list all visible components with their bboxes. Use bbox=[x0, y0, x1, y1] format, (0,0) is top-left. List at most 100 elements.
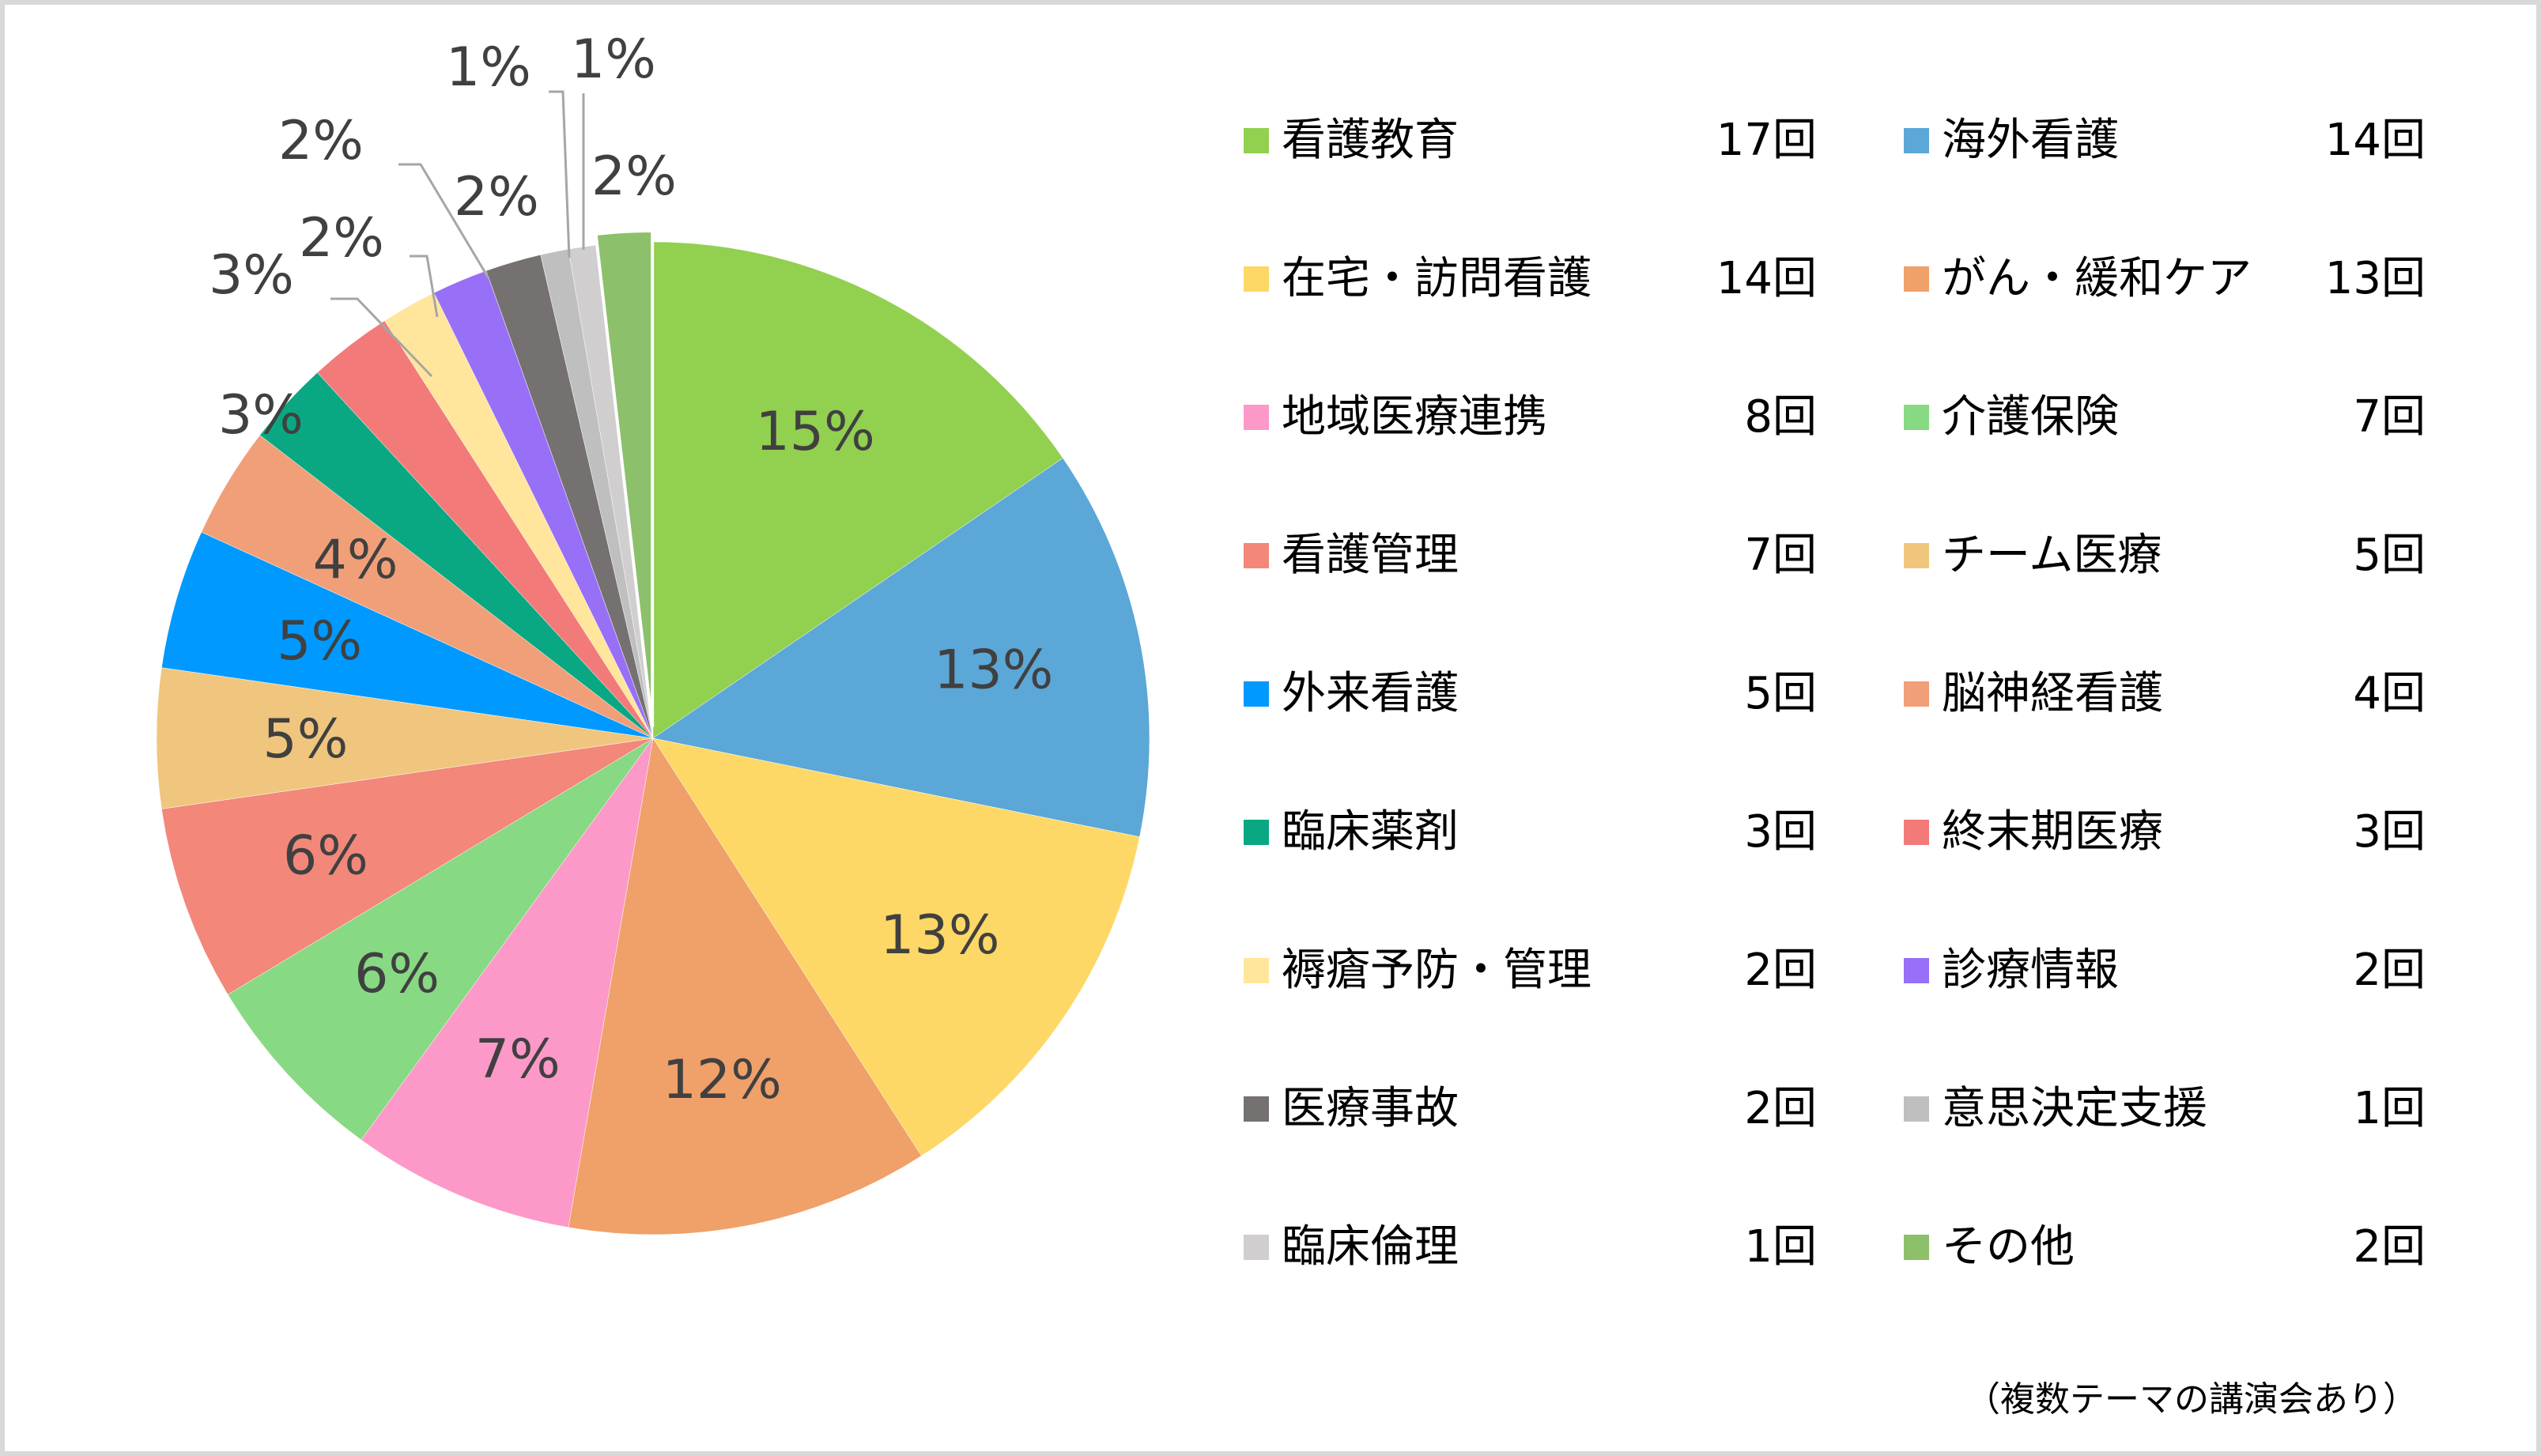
legend-count: 5回 bbox=[2353, 530, 2426, 581]
legend-label: 臨床薬剤 bbox=[1282, 806, 1459, 858]
legend-item: 在宅・訪問看護 14回 bbox=[1244, 251, 1817, 307]
pie-slice bbox=[161, 737, 654, 995]
legend-item: 臨床薬剤 3回 bbox=[1244, 805, 1817, 860]
legend-count: 7回 bbox=[2353, 391, 2426, 443]
legend-count: 3回 bbox=[1744, 806, 1817, 858]
legend-item: 看護管理 7回 bbox=[1244, 528, 1817, 583]
legend-label: 海外看護 bbox=[1942, 115, 2119, 166]
legend-label: 診療情報 bbox=[1942, 945, 2119, 996]
legend-color-swatch-icon bbox=[1244, 820, 1269, 845]
legend-item: 意思決定支援 1回 bbox=[1904, 1081, 2426, 1137]
pie-slice bbox=[156, 667, 654, 809]
legend-item: 看護教育 17回 bbox=[1244, 113, 1817, 168]
legend-label: チーム医療 bbox=[1942, 530, 2162, 581]
legend-count: 4回 bbox=[2353, 668, 2426, 719]
legend-count: 13回 bbox=[2324, 253, 2426, 304]
legend-item: がん・緩和ケア 13回 bbox=[1904, 251, 2426, 307]
legend-count: 2回 bbox=[2353, 945, 2426, 996]
legend-color-swatch-icon bbox=[1244, 681, 1269, 707]
pie-slices bbox=[156, 229, 1150, 1235]
legend-label: 終末期医療 bbox=[1942, 806, 2163, 858]
legend-item: 脳神経看護 4回 bbox=[1904, 666, 2426, 722]
legend-color-swatch-icon bbox=[1244, 1096, 1269, 1122]
leader-lines bbox=[330, 90, 585, 378]
leader-line bbox=[398, 163, 490, 279]
legend-color-swatch-icon bbox=[1244, 543, 1269, 568]
legend-label: 在宅・訪問看護 bbox=[1282, 253, 1591, 304]
footnote: （複数テーマの講演会あり） bbox=[1965, 1379, 2418, 1420]
slice-percent-label: 1% bbox=[446, 36, 531, 99]
legend-count: 14回 bbox=[2324, 115, 2426, 166]
slice-percent-label: 15% bbox=[756, 401, 875, 463]
legend-color-swatch-icon bbox=[1904, 1235, 1929, 1260]
pie-slice bbox=[361, 737, 654, 1228]
legend-color-swatch-icon bbox=[1904, 266, 1929, 292]
legend-label: 看護管理 bbox=[1282, 530, 1459, 581]
legend-label: 臨床倫理 bbox=[1282, 1221, 1459, 1273]
legend-item: 医療事故 2回 bbox=[1244, 1081, 1817, 1137]
legend-count: 5回 bbox=[1744, 668, 1817, 719]
chart-area: 15% 13% 13% 12% 7% 6% 6% 5% 5% 4% 3% 3% 2% 2% 2% 1% 1% 2%… bbox=[5, 5, 2536, 1451]
legend-count: 2回 bbox=[1744, 1083, 1817, 1134]
legend-label: 外来看護 bbox=[1282, 668, 1459, 719]
legend-label: その他 bbox=[1942, 1221, 2075, 1273]
legend-color-swatch-icon bbox=[1904, 128, 1929, 153]
legend-color-swatch-icon bbox=[1244, 958, 1269, 983]
legend-color-swatch-icon bbox=[1904, 681, 1929, 707]
legend-count: 1回 bbox=[1744, 1221, 1817, 1273]
pie-slice bbox=[652, 458, 1150, 838]
legend-color-swatch-icon bbox=[1244, 1235, 1269, 1260]
slice-percent-label: 3% bbox=[209, 244, 294, 307]
legend-color-swatch-icon bbox=[1244, 405, 1269, 430]
legend-count: 2回 bbox=[1744, 945, 1817, 996]
slice-percent-label: 12% bbox=[663, 1049, 782, 1111]
legend-label: 意思決定支援 bbox=[1942, 1083, 2207, 1134]
legend-item: 海外看護 14回 bbox=[1904, 113, 2426, 168]
slice-percent-label: 5% bbox=[262, 708, 348, 771]
leader-line bbox=[410, 255, 439, 318]
legend-label: 看護教育 bbox=[1282, 115, 1459, 166]
legend-color-swatch-icon bbox=[1244, 266, 1269, 292]
legend-label: 地域医療連携 bbox=[1282, 391, 1547, 443]
leader-line bbox=[330, 297, 433, 378]
legend-item: 地域医療連携 8回 bbox=[1244, 390, 1817, 445]
legend-item: 終末期医療 3回 bbox=[1904, 805, 2426, 860]
legend-color-swatch-icon bbox=[1244, 128, 1269, 153]
legend-count: 1回 bbox=[2353, 1083, 2426, 1134]
legend-item: その他 2回 bbox=[1904, 1220, 2426, 1275]
slice-percent-label: 4% bbox=[313, 529, 398, 591]
legend-color-swatch-icon bbox=[1904, 820, 1929, 845]
slice-percent-label: 2% bbox=[278, 110, 364, 172]
legend-label: 脳神経看護 bbox=[1942, 668, 2163, 719]
legend-item: 介護保険 7回 bbox=[1904, 390, 2426, 445]
legend-count: 7回 bbox=[1744, 530, 1817, 581]
legend-item: 診療情報 2回 bbox=[1904, 943, 2426, 998]
legend-color-swatch-icon bbox=[1904, 958, 1929, 983]
slice-percent-label: 6% bbox=[354, 943, 440, 1005]
legend-label: 医療事故 bbox=[1282, 1083, 1459, 1134]
legend-count: 3回 bbox=[2353, 806, 2426, 858]
pie-slice bbox=[568, 737, 922, 1235]
legend-item: 褥瘡予防・管理 2回 bbox=[1244, 943, 1817, 998]
legend-label: 介護保険 bbox=[1942, 391, 2119, 443]
slice-percent-label: 1% bbox=[571, 28, 656, 91]
legend-count: 8回 bbox=[1744, 391, 1817, 443]
legend-color-swatch-icon bbox=[1904, 1096, 1929, 1122]
slice-percent-label: 2% bbox=[591, 145, 677, 208]
legend-count: 14回 bbox=[1716, 253, 1817, 304]
slice-percent-label: 13% bbox=[934, 639, 1053, 702]
legend-label: 褥瘡予防・管理 bbox=[1282, 945, 1591, 996]
legend-count: 2回 bbox=[2353, 1221, 2426, 1273]
pie-slice bbox=[227, 737, 654, 1141]
legend-item: 臨床倫理 1回 bbox=[1244, 1220, 1817, 1275]
slice-percent-label: 3% bbox=[218, 384, 304, 447]
slice-percent-label: 2% bbox=[299, 207, 384, 270]
slice-percent-label: 6% bbox=[283, 825, 368, 888]
leader-line bbox=[549, 90, 571, 258]
slice-percent-label: 5% bbox=[277, 610, 362, 673]
pie-slice bbox=[652, 241, 1063, 739]
slice-percent-label: 7% bbox=[475, 1028, 561, 1091]
pie-slice bbox=[652, 737, 1140, 1156]
pie-chart: 15%13%13%12%7%6%6%5%5%4%3%3%2%2%2%1% 1%2% bbox=[156, 28, 1150, 1235]
pie-slice bbox=[161, 531, 654, 739]
